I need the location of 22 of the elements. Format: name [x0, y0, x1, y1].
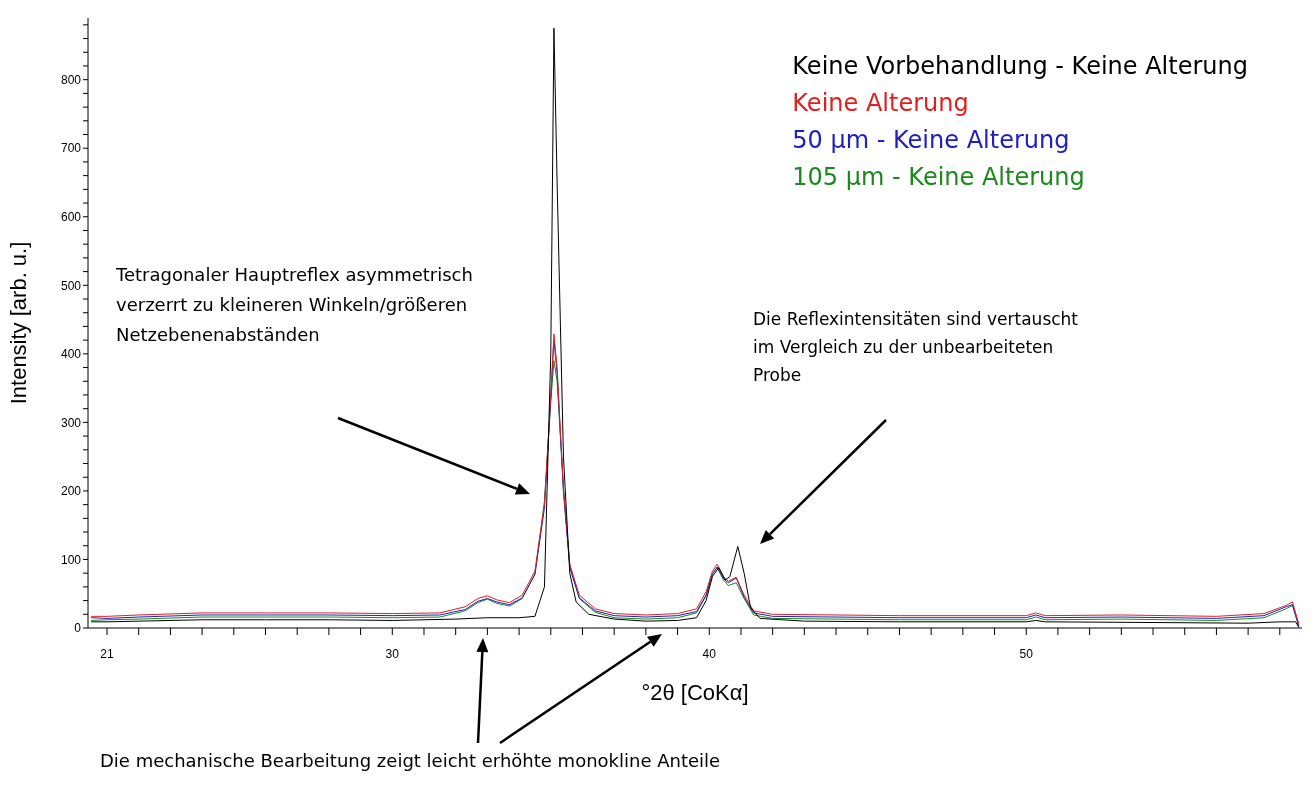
text: 105 µm - Keine Alterung	[792, 162, 1086, 193]
y-tick-label: 600	[60, 210, 82, 225]
x-tick-label: 21	[100, 646, 115, 661]
y-axis-title: Intensity [arb. u.]	[5, 241, 31, 405]
y-tick-label: 400	[60, 347, 82, 362]
annotation: Die Reflexintensitäten sind vertauscht im Vergleich zu der unbearbeiteten Probe	[753, 308, 1080, 387]
y-tick-label: 700	[60, 141, 82, 156]
text: Keine Alterung	[792, 88, 970, 119]
y-tick-label: 500	[60, 278, 82, 293]
text: Keine Vorbehandlung - Keine Alterung	[792, 51, 1248, 82]
y-tick-label: 800	[60, 72, 82, 87]
text: Die mechanische Bearbeitung zeigt leicht erhöhte monokline Anteile	[100, 750, 721, 771]
y-tick-label: 300	[60, 415, 82, 430]
y-tick-label: 0	[74, 621, 82, 636]
text: 50 µm - Keine Alterung	[792, 125, 1071, 156]
x-tick-label: 30	[385, 646, 400, 661]
x-axis-title: °2θ [CoKα]	[641, 680, 749, 705]
y-tick-label: 100	[60, 552, 82, 567]
x-tick-label: 50	[1019, 646, 1034, 661]
y-tick-label: 200	[60, 484, 82, 499]
annotation: Tetragonaler Hauptreflex asymmetrisch verzerrt zu kleineren Winkeln/größeren Netzebenenabständen	[116, 263, 474, 347]
x-tick-label: 40	[702, 646, 717, 661]
